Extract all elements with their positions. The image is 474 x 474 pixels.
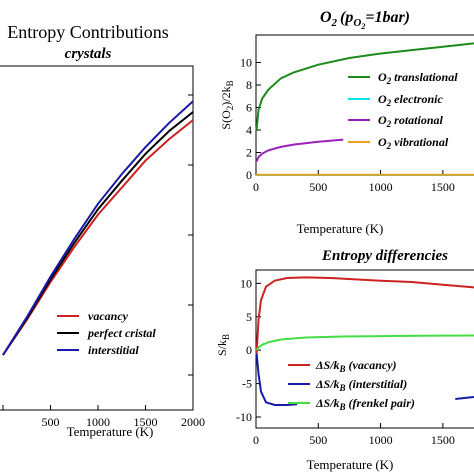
tr-ylabel: S(O2)/2kB <box>219 80 235 129</box>
legend-label-vacancy-diff: ΔS/kB (vacancy) <box>315 358 397 374</box>
tr-legend: O2 translational O2 electronic O2 rotationa… <box>348 70 458 151</box>
left-x-tick-label-1500: 1500 <box>134 415 158 429</box>
left-plot-frame <box>0 65 194 411</box>
legend-label-o2-rotational: O2 rotational <box>378 113 444 129</box>
tr-y-tick-label-8: 8 <box>246 78 252 92</box>
legend-label-interstitial-diff: ΔS/kB (interstitial) <box>315 377 407 393</box>
tr-x-tick-label-1000: 1000 <box>369 180 393 194</box>
tr-x-tick-label-1500: 1500 <box>431 180 455 194</box>
br-series-line-s-k-vacancy <box>255 276 474 354</box>
left-x-tick-label-500: 500 <box>42 415 60 429</box>
legend-label-frenkel-pair: ΔS/kB (frenkel pair) <box>315 396 415 412</box>
legend-label-perfect-cristal: perfect cristal <box>87 326 156 340</box>
br-legend: ΔS/kB (vacancy) ΔS/kB (interstitial) ΔS/kB… <box>288 358 415 412</box>
tr-xlabel: Temperature (K) <box>297 221 384 236</box>
left-x-tick-label-2000: 2000 <box>181 415 205 429</box>
left-legend: vacancy perfect cristal interstitial <box>57 309 156 357</box>
left-x-tick-label-1000: 1000 <box>86 415 110 429</box>
tr-x-tick-label-500: 500 <box>309 180 327 194</box>
br-series <box>255 276 474 406</box>
br-y-tick-label-0: 0 <box>246 343 252 357</box>
br-x-tick-label-0: 0 <box>253 433 259 447</box>
tr-series-line-o-rotational <box>255 138 344 162</box>
br-y-ticks: -10 -5 0 5 10 <box>236 276 261 424</box>
tr-title: O2 (pO2=1bar) <box>320 9 410 31</box>
left-title: Entropy Contributions <box>7 22 169 42</box>
left-panel: Entropy Contributions crystals 500 1000 15… <box>0 22 205 439</box>
br-ylabel: S/kB <box>215 334 231 356</box>
tr-y-tick-label-6: 6 <box>246 101 252 115</box>
br-y-tick-label-10: 10 <box>240 276 252 290</box>
br-y-tick-label--10: -10 <box>236 410 252 424</box>
tr-series <box>255 42 474 176</box>
br-xlabel: Temperature (K) <box>307 457 394 472</box>
top-right-panel: O2 (pO2=1bar) 0 2 4 6 8 10 0 500 1000 1500 Temper… <box>219 9 474 236</box>
left-subtitle: crystals <box>65 46 112 62</box>
legend-label-o2-vibrational: O2 vibrational <box>378 135 449 151</box>
br-series-line-s-k-interstitial <box>255 353 298 406</box>
tr-x-tick-label-0: 0 <box>253 180 259 194</box>
br-series-line-s-k-frenkel-pair <box>255 334 474 351</box>
tr-y-tick-label-10: 10 <box>240 56 252 70</box>
br-y-tick-label--5: -5 <box>242 377 252 391</box>
left-series <box>2 100 194 356</box>
left-series-line-interstitial-2 <box>2 100 194 356</box>
left-right-ticks <box>188 94 193 376</box>
br-x-ticks: 0 500 1000 1500 <box>253 423 455 447</box>
br-x-tick-label-1500: 1500 <box>431 433 455 447</box>
tr-y-tick-label-0: 0 <box>246 168 252 182</box>
tr-y-tick-label-4: 4 <box>246 123 252 137</box>
br-x-tick-label-500: 500 <box>309 433 327 447</box>
left-x-ticks: 500 1000 1500 2000 <box>2 405 205 429</box>
left-xlabel: Temperature (K) <box>67 424 154 439</box>
br-y-tick-label-5: 5 <box>246 310 252 324</box>
tr-x-ticks: 0 500 1000 1500 <box>253 170 455 194</box>
legend-label-vacancy: vacancy <box>88 309 129 323</box>
legend-label-o2-translational: O2 translational <box>378 70 458 86</box>
legend-label-o2-electronic: O2 electronic <box>378 92 443 108</box>
tr-y-tick-label-2: 2 <box>246 146 252 160</box>
br-title: Entropy differencies <box>321 248 448 264</box>
br-x-tick-label-1000: 1000 <box>369 433 393 447</box>
br-series-line-extra-3 <box>455 396 474 400</box>
bottom-right-panel: Entropy differencies -10 -5 0 5 10 0 500 1000 1… <box>215 248 474 472</box>
legend-label-interstitial: interstitial <box>88 343 139 357</box>
tr-series-line-o-translational <box>255 42 474 131</box>
